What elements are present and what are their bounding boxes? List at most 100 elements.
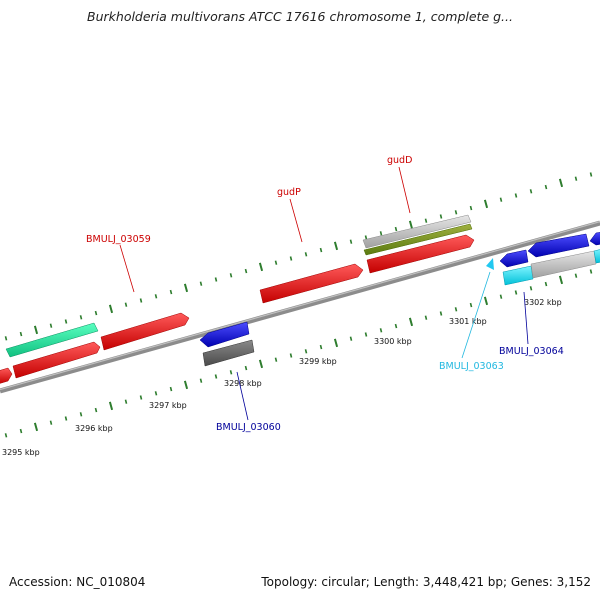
minor-tick <box>469 302 473 308</box>
gene-arrow-gudP[interactable] <box>259 263 364 304</box>
minor-tick <box>439 214 443 219</box>
minor-tick <box>79 315 83 320</box>
gene-callouts <box>119 166 529 421</box>
gene-labels: BMULJ_03059 gudP gudD BMULJ_03060 BMULJ_… <box>86 155 564 433</box>
gene-arrow[interactable] <box>202 339 255 367</box>
major-tick <box>558 178 564 188</box>
major-tick <box>333 241 339 251</box>
minor-tick <box>349 336 353 341</box>
major-tick <box>33 422 39 432</box>
minor-tick <box>49 323 53 328</box>
minor-tick <box>589 269 593 274</box>
tick-label: 3299 kbp <box>299 357 337 366</box>
major-tick <box>483 296 489 306</box>
map-title: Burkholderia multivorans ATCC 17616 chro… <box>87 9 513 24</box>
gene-label[interactable]: gudP <box>277 187 301 198</box>
major-tick <box>408 317 414 327</box>
gene-label[interactable]: BMULJ_03063 <box>439 361 504 372</box>
minor-tick <box>4 433 8 438</box>
scale-labels: 3295 kbp 3296 kbp 3297 kbp 3298 kbp 3299… <box>2 298 562 457</box>
minor-tick <box>124 302 128 307</box>
major-tick <box>183 283 189 293</box>
gene-arrow[interactable] <box>593 249 600 264</box>
gene-arrow[interactable] <box>530 250 597 279</box>
tick-label: 3301 kbp <box>449 317 487 326</box>
minor-tick <box>169 289 173 295</box>
gene-arrow[interactable] <box>363 223 473 256</box>
major-tick <box>183 380 189 390</box>
major-tick <box>258 359 264 369</box>
major-tick <box>483 199 489 209</box>
major-tick <box>333 338 339 348</box>
tick-label: 3300 kbp <box>374 337 412 346</box>
major-tick <box>558 275 564 285</box>
minor-tick <box>394 323 398 329</box>
gene-arrow[interactable] <box>486 258 494 270</box>
minor-tick <box>304 349 308 354</box>
tick-label: 3295 kbp <box>2 448 40 457</box>
gene-label[interactable]: BMULJ_03064 <box>499 346 564 357</box>
gene-label[interactable]: gudD <box>387 155 412 166</box>
minor-tick <box>199 281 203 286</box>
lower-tick-track <box>4 269 593 438</box>
forward-genes <box>0 214 475 384</box>
minor-tick <box>439 311 443 316</box>
gene-arrow[interactable] <box>0 367 13 384</box>
minor-tick <box>499 197 503 202</box>
gene-label[interactable]: BMULJ_03059 <box>86 234 151 245</box>
gene-arrow[interactable] <box>502 265 534 286</box>
minor-tick <box>229 273 233 278</box>
major-tick <box>258 262 264 272</box>
minor-tick <box>574 176 578 181</box>
chromosome-backbone-highlight <box>0 221 600 391</box>
minor-tick <box>394 226 398 232</box>
upper-tick-track <box>4 172 593 341</box>
minor-tick <box>499 294 503 299</box>
minor-tick <box>529 189 533 194</box>
minor-tick <box>454 210 458 215</box>
minor-tick <box>529 286 533 291</box>
minor-tick <box>469 205 473 211</box>
gene-label[interactable]: BMULJ_03060 <box>216 422 281 433</box>
minor-tick <box>364 235 368 240</box>
gene-arrow[interactable] <box>527 233 590 258</box>
accession-text: Accession: NC_010804 <box>9 575 146 589</box>
gene-arrow[interactable] <box>499 249 529 268</box>
gene-arrow[interactable] <box>12 341 101 379</box>
minor-tick <box>124 399 128 404</box>
minor-tick <box>214 277 218 282</box>
gene-arrow[interactable] <box>589 232 600 246</box>
minor-tick <box>94 310 98 316</box>
minor-tick <box>19 331 23 337</box>
minor-tick <box>289 353 293 358</box>
minor-tick <box>64 416 68 421</box>
major-tick <box>108 304 114 314</box>
minor-tick <box>244 268 248 274</box>
minor-tick <box>379 231 383 236</box>
tick-label: 3298 kbp <box>224 379 262 388</box>
minor-tick <box>454 307 458 312</box>
gene-arrow[interactable] <box>199 321 250 348</box>
gene-arrow[interactable] <box>362 214 472 249</box>
minor-tick <box>244 365 248 371</box>
gene-arrow[interactable] <box>100 312 190 351</box>
minor-tick <box>64 319 68 324</box>
minor-tick <box>139 298 143 303</box>
minor-tick <box>349 239 353 244</box>
gene-arrow[interactable] <box>5 322 99 358</box>
minor-tick <box>214 374 218 379</box>
tick-label: 3297 kbp <box>149 401 187 410</box>
reverse-genes <box>199 232 600 367</box>
gene-arrow-gudD[interactable] <box>366 234 475 274</box>
major-tick <box>108 401 114 411</box>
minor-tick <box>274 260 278 265</box>
minor-tick <box>304 252 308 257</box>
minor-tick <box>19 428 23 434</box>
minor-tick <box>199 378 203 383</box>
major-tick <box>33 325 39 335</box>
major-tick <box>408 220 414 230</box>
minor-tick <box>319 247 323 253</box>
minor-tick <box>274 357 278 362</box>
